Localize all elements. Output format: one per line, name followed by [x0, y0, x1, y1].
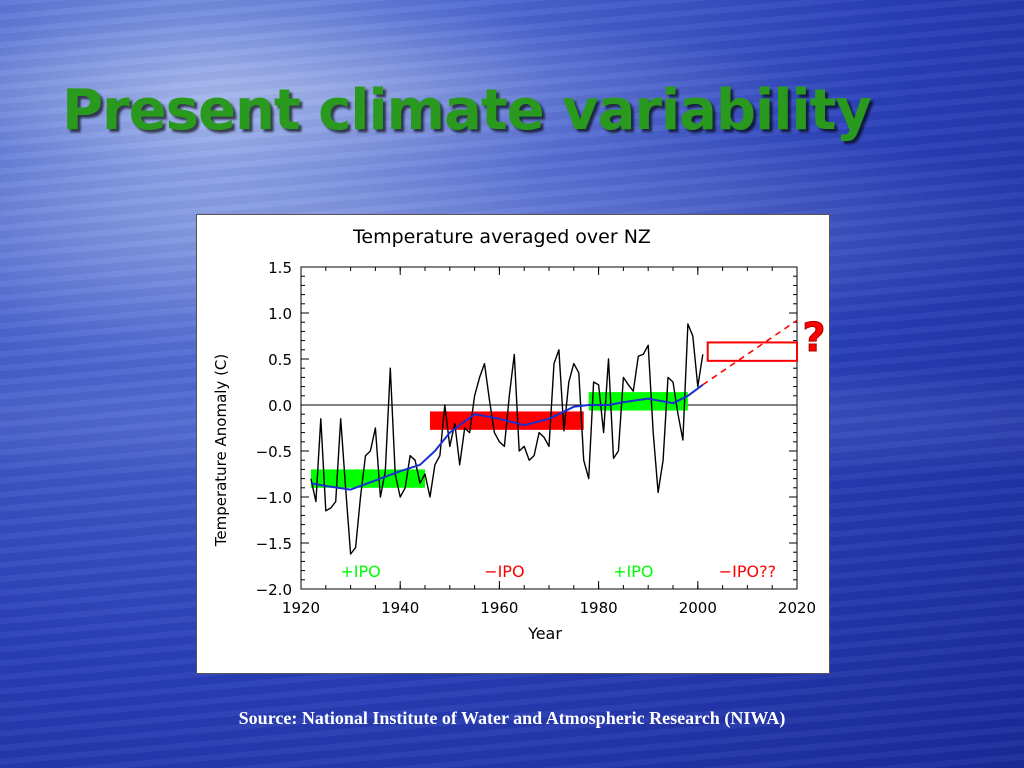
- ipo-phase-label: −IPO??: [719, 562, 776, 581]
- question-mark-annotation: ?: [802, 315, 825, 361]
- x-tick-label: 1920: [282, 599, 320, 617]
- y-tick-label: 0.0: [268, 397, 292, 415]
- y-tick-label: −1.5: [256, 535, 292, 553]
- chart-frame: Temperature averaged over NZ Year Temper…: [196, 214, 830, 674]
- slide-title: Present climate variability: [62, 78, 872, 143]
- smoothed-trend-line: [310, 383, 704, 491]
- projection-line: [702, 319, 798, 386]
- x-tick-label: 2020: [778, 599, 816, 617]
- y-tick-label: −0.5: [256, 443, 292, 461]
- annual-temperature-line: [310, 323, 704, 555]
- ipo-phase-label: +IPO: [613, 562, 653, 581]
- y-tick-label: −2.0: [256, 581, 292, 599]
- x-tick-label: 1940: [381, 599, 419, 617]
- plot-area: −2.0 −1.5 −1.0 −0.5 0.0 0.5 1.0 1.5 1920 1940 1960…: [256, 259, 817, 617]
- y-tick-label: 1.5: [268, 259, 292, 277]
- x-tick-label: 2000: [679, 599, 717, 617]
- temperature-chart: Temperature averaged over NZ Year Temper…: [212, 226, 826, 643]
- x-tick-label: 1960: [480, 599, 518, 617]
- ipo-phase-label: −IPO: [484, 562, 524, 581]
- chart-title: Temperature averaged over NZ: [352, 226, 651, 248]
- ipo-phase-box: [588, 392, 688, 411]
- x-tick-label: 1980: [580, 599, 618, 617]
- ipo-phase-label: +IPO: [340, 562, 380, 581]
- x-axis-label: Year: [527, 624, 562, 643]
- y-tick-label: −1.0: [256, 489, 292, 507]
- y-tick-label: 1.0: [268, 305, 292, 323]
- ipo-phase-box: [310, 469, 425, 488]
- y-axis-label: Temperature Anomaly (C): [212, 354, 230, 548]
- y-tick-label: 0.5: [268, 351, 292, 369]
- source-caption: Source: National Institute of Water and …: [238, 708, 786, 728]
